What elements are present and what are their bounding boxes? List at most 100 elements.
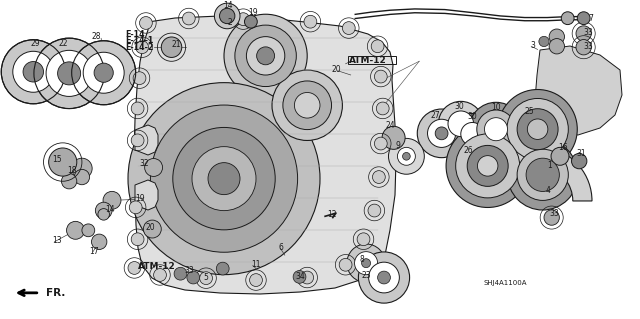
Text: 33: 33 bbox=[584, 28, 593, 37]
Text: 9: 9 bbox=[396, 141, 401, 150]
Circle shape bbox=[131, 233, 144, 246]
Text: 19: 19 bbox=[248, 8, 258, 17]
Wedge shape bbox=[486, 146, 592, 201]
Circle shape bbox=[517, 149, 568, 200]
Circle shape bbox=[435, 127, 448, 140]
Circle shape bbox=[428, 119, 456, 147]
Circle shape bbox=[200, 272, 212, 285]
Text: 4: 4 bbox=[545, 186, 550, 195]
Circle shape bbox=[378, 271, 390, 284]
Text: 2: 2 bbox=[227, 19, 232, 27]
Circle shape bbox=[173, 127, 275, 230]
Circle shape bbox=[133, 72, 146, 85]
Text: 33: 33 bbox=[184, 266, 194, 275]
Text: ATM-12: ATM-12 bbox=[138, 262, 175, 271]
Circle shape bbox=[477, 110, 515, 148]
Circle shape bbox=[46, 50, 92, 96]
Circle shape bbox=[452, 114, 493, 154]
Circle shape bbox=[192, 147, 256, 211]
Circle shape bbox=[372, 171, 385, 183]
Circle shape bbox=[150, 105, 298, 252]
Text: 12: 12 bbox=[328, 210, 337, 219]
Circle shape bbox=[235, 25, 296, 86]
Circle shape bbox=[143, 220, 161, 238]
Circle shape bbox=[237, 13, 250, 26]
Text: 31: 31 bbox=[576, 149, 586, 158]
Text: 26: 26 bbox=[464, 146, 474, 155]
Circle shape bbox=[376, 102, 389, 115]
Circle shape bbox=[83, 52, 124, 93]
Text: 28: 28 bbox=[92, 32, 101, 41]
Circle shape bbox=[74, 169, 90, 185]
Circle shape bbox=[272, 70, 342, 140]
Circle shape bbox=[342, 22, 355, 34]
Text: 25: 25 bbox=[525, 107, 534, 115]
Text: E-14-2: E-14-2 bbox=[125, 43, 154, 52]
Circle shape bbox=[362, 259, 371, 268]
Circle shape bbox=[526, 158, 559, 191]
Circle shape bbox=[347, 244, 385, 282]
Circle shape bbox=[461, 122, 484, 145]
Circle shape bbox=[456, 134, 520, 198]
Circle shape bbox=[539, 36, 549, 47]
Polygon shape bbox=[134, 16, 396, 294]
Circle shape bbox=[484, 118, 508, 141]
Circle shape bbox=[382, 126, 405, 149]
Circle shape bbox=[95, 202, 112, 219]
Text: 23: 23 bbox=[362, 271, 371, 280]
Text: 30: 30 bbox=[454, 102, 464, 111]
Circle shape bbox=[72, 41, 136, 105]
Circle shape bbox=[467, 145, 508, 186]
Circle shape bbox=[216, 262, 229, 275]
Circle shape bbox=[498, 90, 577, 169]
Text: FR.: FR. bbox=[46, 288, 65, 299]
Circle shape bbox=[23, 62, 44, 82]
Text: 22: 22 bbox=[59, 39, 68, 48]
Circle shape bbox=[448, 111, 474, 137]
Circle shape bbox=[572, 153, 587, 169]
Text: 34: 34 bbox=[296, 272, 305, 281]
Circle shape bbox=[551, 147, 569, 165]
Circle shape bbox=[214, 3, 240, 29]
Text: 11: 11 bbox=[251, 260, 260, 269]
Circle shape bbox=[357, 233, 370, 246]
Circle shape bbox=[72, 158, 92, 179]
Text: 16: 16 bbox=[558, 143, 568, 152]
Circle shape bbox=[403, 152, 410, 160]
Circle shape bbox=[374, 70, 387, 83]
Text: 24: 24 bbox=[385, 121, 395, 130]
Text: 18: 18 bbox=[67, 166, 77, 175]
Circle shape bbox=[576, 40, 591, 55]
Circle shape bbox=[58, 62, 81, 85]
Circle shape bbox=[576, 26, 591, 41]
Circle shape bbox=[131, 102, 144, 115]
Circle shape bbox=[246, 37, 285, 75]
Circle shape bbox=[140, 17, 152, 29]
Circle shape bbox=[94, 63, 113, 82]
Circle shape bbox=[257, 47, 275, 65]
Text: 32: 32 bbox=[140, 159, 149, 168]
Text: 21: 21 bbox=[172, 40, 181, 48]
Text: 20: 20 bbox=[146, 223, 156, 232]
Circle shape bbox=[13, 51, 54, 92]
Text: 14: 14 bbox=[106, 205, 115, 214]
Circle shape bbox=[388, 138, 424, 174]
Circle shape bbox=[304, 15, 317, 28]
Text: 1: 1 bbox=[547, 161, 552, 170]
Text: 19: 19 bbox=[136, 194, 145, 203]
Circle shape bbox=[294, 93, 320, 118]
Circle shape bbox=[129, 201, 142, 214]
Circle shape bbox=[527, 119, 548, 139]
Circle shape bbox=[469, 102, 523, 156]
Circle shape bbox=[82, 224, 95, 237]
Circle shape bbox=[283, 81, 332, 130]
Circle shape bbox=[208, 163, 240, 195]
Circle shape bbox=[301, 271, 314, 284]
Text: 30: 30 bbox=[467, 112, 477, 121]
Circle shape bbox=[508, 140, 578, 210]
Text: 5: 5 bbox=[204, 273, 209, 282]
Circle shape bbox=[103, 191, 121, 209]
Text: 29: 29 bbox=[31, 39, 40, 48]
Circle shape bbox=[61, 174, 77, 189]
Circle shape bbox=[136, 41, 148, 54]
